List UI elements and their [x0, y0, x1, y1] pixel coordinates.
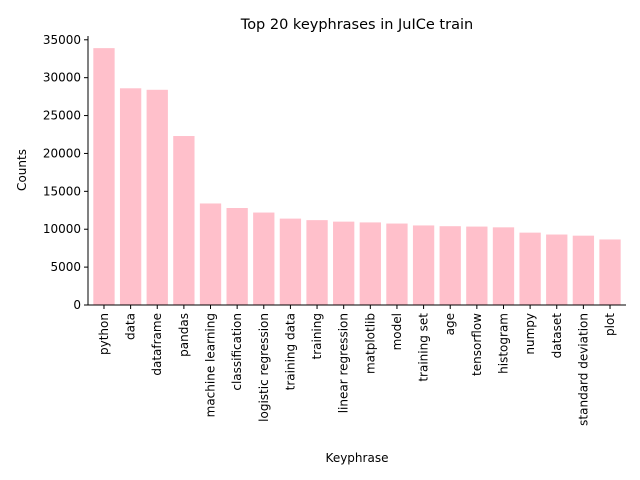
- x-tick-label: numpy: [523, 313, 537, 355]
- bar-dataset: [546, 234, 568, 305]
- x-tick-label: tensorflow: [470, 313, 484, 376]
- bar-age: [439, 226, 461, 305]
- bar-training: [306, 220, 328, 305]
- x-tick-label: matplotlib: [363, 313, 377, 374]
- x-tick-label: machine learning: [204, 313, 218, 417]
- x-tick-label: python: [97, 313, 111, 355]
- x-tick-label: linear regression: [337, 313, 351, 413]
- y-tick-label: 35000: [43, 33, 81, 47]
- y-tick-label: 15000: [43, 184, 81, 198]
- x-tick-label: age: [443, 313, 457, 335]
- bar-standard-deviation: [572, 235, 595, 305]
- y-tick-label: 30000: [43, 71, 81, 85]
- y-axis: 0 5000 10000 15000 20000 25000 30000 35000: [43, 33, 88, 312]
- bar-training-set: [412, 225, 435, 305]
- x-tick-label: pandas: [177, 313, 191, 357]
- bar-linear-regression: [333, 221, 355, 305]
- chart-title: Top 20 keyphrases in JuICe train: [240, 17, 473, 33]
- bar-numpy: [519, 232, 541, 305]
- y-axis-title: Counts: [15, 149, 29, 191]
- x-tick-label: training data: [283, 313, 297, 390]
- bars-group: [93, 48, 621, 306]
- bar-training-data: [279, 218, 302, 305]
- x-tick-label: data: [124, 313, 138, 340]
- x-tick-label: model: [390, 313, 404, 350]
- x-axis: python data dataframe pandas machine learnin…: [97, 305, 617, 426]
- x-tick-label: dataset: [550, 313, 564, 359]
- bar-dataframe: [146, 89, 168, 305]
- x-tick-label: training: [310, 313, 324, 360]
- bar-histogram: [492, 227, 515, 305]
- x-tick-label: training set: [417, 313, 431, 382]
- x-tick-label: dataframe: [150, 313, 164, 376]
- bar-plot: [599, 239, 621, 305]
- x-tick-label: plot: [603, 313, 617, 336]
- bar-machine-learning: [199, 203, 222, 305]
- y-tick-label: 20000: [43, 146, 81, 160]
- x-tick-label: standard deviation: [576, 313, 590, 426]
- x-axis-title: Keyphrase: [326, 451, 389, 465]
- x-tick-label: logistic regression: [257, 313, 271, 422]
- y-tick-label: 5000: [50, 260, 81, 274]
- bar-matplotlib: [359, 222, 381, 305]
- x-tick-label: classification: [230, 313, 244, 391]
- y-tick-label: 10000: [43, 222, 81, 236]
- x-tick-label: histogram: [496, 313, 510, 374]
- bar-data: [119, 88, 142, 305]
- bar-python: [93, 48, 115, 306]
- y-tick-label: 25000: [43, 109, 81, 123]
- bar-model: [386, 223, 408, 305]
- y-tick-label: 0: [73, 298, 81, 312]
- bar-pandas: [173, 136, 195, 305]
- bar-tensorflow: [466, 226, 488, 305]
- bar-classification: [226, 208, 248, 305]
- bar-logistic-regression: [253, 212, 275, 305]
